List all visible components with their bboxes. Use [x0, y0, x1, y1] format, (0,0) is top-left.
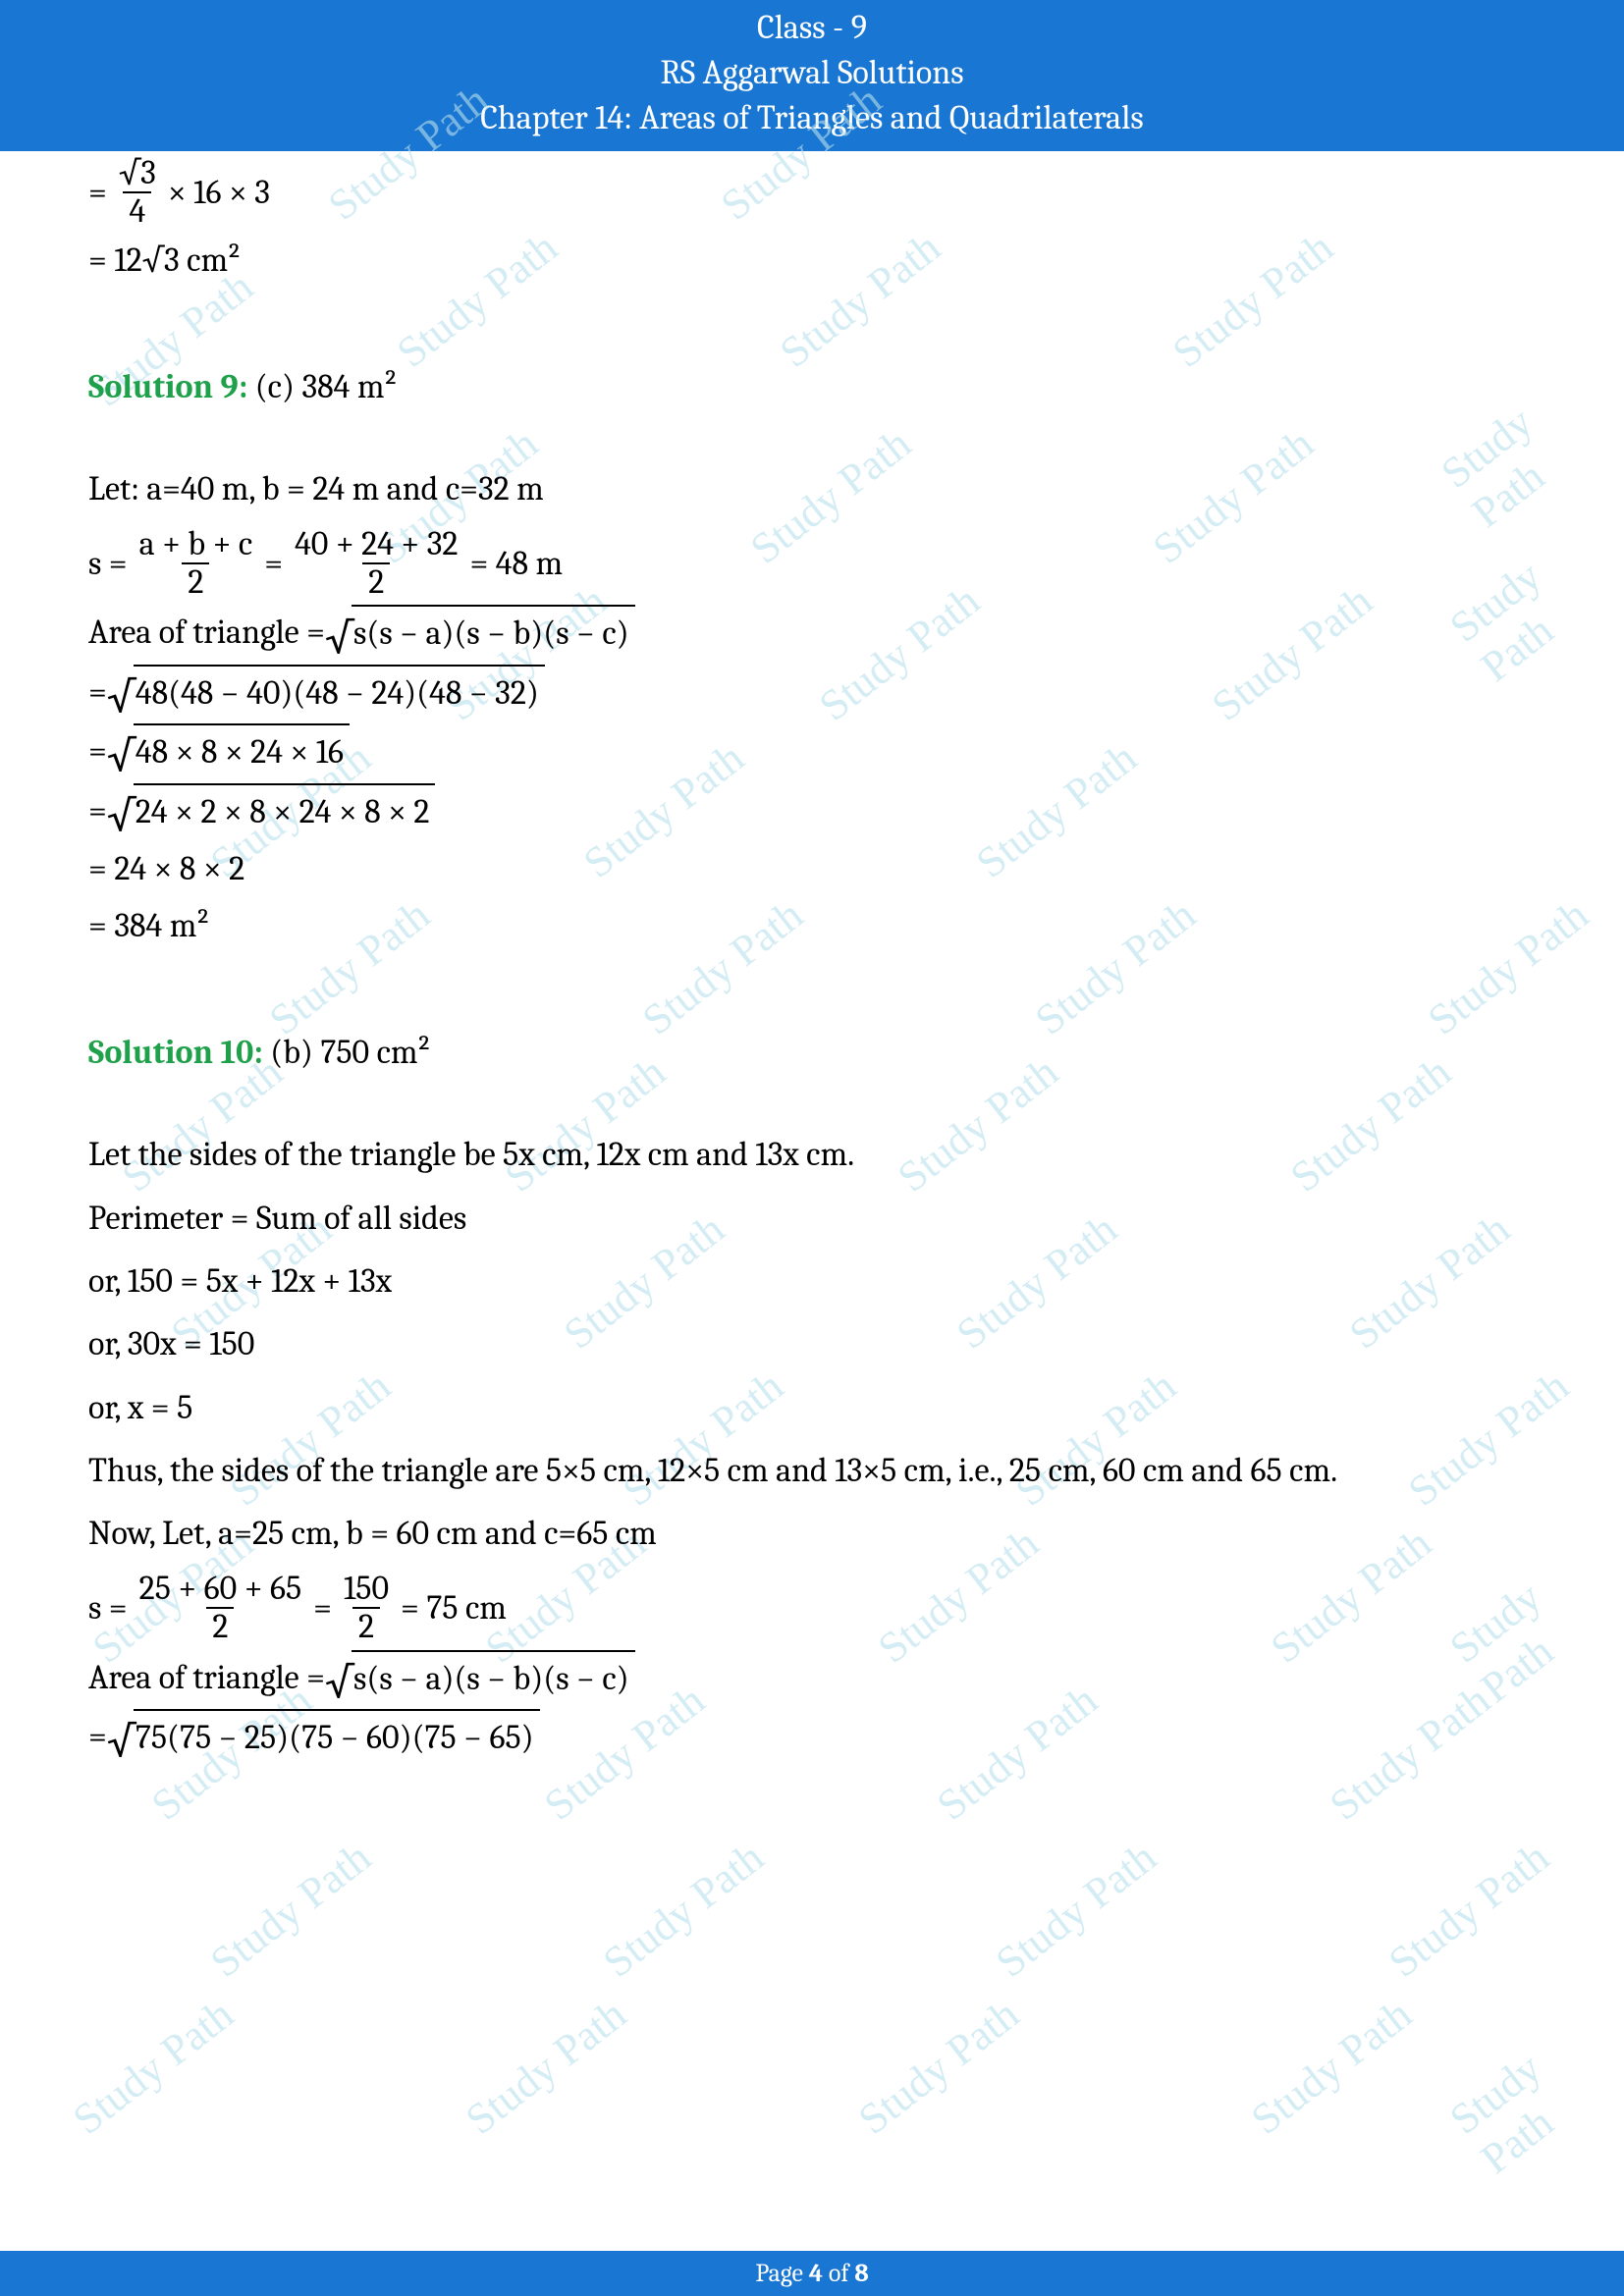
- sqrt-icon: √: [107, 795, 135, 838]
- header-book: RS Aggarwal Solutions: [0, 51, 1624, 96]
- cont-line-1: = √3 4 × 16 × 3: [88, 155, 1536, 231]
- cont-result: = 12√3 cm²: [88, 234, 242, 287]
- s10-s-calc: s = 25 + 60 + 65 2 = 150 2 = 75 cm: [88, 1571, 1536, 1646]
- footer-of: of: [823, 2259, 854, 2288]
- s10-s-prefix: s =: [88, 1581, 128, 1634]
- page-footer: Page 4 of 8: [0, 2251, 1624, 2296]
- s10-sqrt2-body: 75(75 − 25)(75 − 60)(75 − 65): [134, 1709, 540, 1764]
- header-chapter: Chapter 14: Areas of Triangles and Quadr…: [0, 96, 1624, 141]
- s10-s-result: = 75 cm: [401, 1581, 507, 1634]
- frac-num: √3: [113, 155, 162, 191]
- sqrt-icon: √: [325, 1662, 353, 1705]
- s9-sqrt3-body: 48 × 8 × 24 × 16: [134, 723, 350, 778]
- s10-sqrt1-body: s(s − a)(s − b)(s − c): [352, 1650, 635, 1705]
- s9-s4-prefix: =: [88, 784, 107, 837]
- frac-den: 4: [123, 191, 151, 230]
- watermark: Study Path: [987, 1832, 1166, 1987]
- s10-sqrt1: √ s(s − a)(s − b)(s − c): [325, 1650, 635, 1705]
- s9-s-result: = 48 m: [469, 537, 563, 590]
- s10-l3: or, 150 = 5x + 12x + 13x: [88, 1255, 1536, 1308]
- s9-f2-num: 40 + 24 + 32: [289, 526, 463, 562]
- watermark: Study Path: [64, 1989, 244, 2144]
- watermark: Study Path: [1242, 1989, 1422, 2144]
- s10-frac2: 150 2: [338, 1571, 395, 1646]
- footer-total: 8: [854, 2259, 868, 2288]
- s10-f2-num: 150: [338, 1571, 395, 1607]
- s9-s2-prefix: =: [88, 666, 107, 719]
- s10-f1-den: 2: [206, 1607, 234, 1645]
- s9-f2-den: 2: [362, 562, 390, 601]
- watermark: Study Path: [1380, 1832, 1559, 1987]
- s9-step3: = √ 48 × 8 × 24 × 16: [88, 723, 1536, 778]
- s10-frac1: 25 + 60 + 65 2: [134, 1571, 307, 1646]
- s9-f1-den: 2: [182, 562, 209, 601]
- watermark: Study Path: [594, 1832, 774, 1987]
- s10-s2-prefix: =: [88, 1710, 107, 1763]
- s9-eq1: =: [264, 537, 283, 590]
- footer-prefix: Page: [755, 2259, 808, 2288]
- watermark: Study Path: [849, 1989, 1029, 2144]
- s10-l4: or, 30x = 150: [88, 1317, 1536, 1370]
- s9-area-label: Area of triangle =: [88, 606, 325, 659]
- s9-sqrt4-body: 24 × 2 × 8 × 24 × 8 × 2: [134, 783, 436, 838]
- s9-s3-prefix: =: [88, 724, 107, 777]
- page-header: Class - 9 RS Aggarwal Solutions Chapter …: [0, 0, 1624, 151]
- footer-current: 4: [809, 2259, 823, 2288]
- s10-l2: Perimeter = Sum of all sides: [88, 1192, 1536, 1245]
- watermark: Study Path: [1440, 2000, 1624, 2184]
- s9-step5: = 24 × 8 × 2: [88, 842, 1536, 895]
- s9-sqrt1: √ s(s − a)(s − b)(s − c): [325, 605, 635, 660]
- s9-sqrt4: √ 24 × 2 × 8 × 24 × 8 × 2: [107, 783, 436, 838]
- solution-9-answer: (c) 384 m²: [247, 367, 398, 406]
- sqrt-icon: √: [107, 735, 135, 778]
- s9-frac2: 40 + 24 + 32 2: [289, 526, 463, 602]
- s9-step4: = √ 24 × 2 × 8 × 24 × 8 × 2: [88, 783, 1536, 838]
- sqrt-icon: √: [325, 617, 353, 661]
- s9-s-calc: s = a + b + c 2 = 40 + 24 + 32 2 = 48 m: [88, 526, 1536, 602]
- s10-area-formula: Area of triangle = √ s(s − a)(s − b)(s −…: [88, 1650, 1536, 1705]
- watermark: Study Path: [201, 1832, 381, 1987]
- cont-eq: =: [88, 166, 107, 219]
- solution-10-heading: Solution 10: (b) 750 cm²: [88, 1026, 1536, 1079]
- s10-step2: = √ 75(75 − 25)(75 − 60)(75 − 65): [88, 1709, 1536, 1764]
- s10-l1: Let the sides of the triangle be 5x cm, …: [88, 1128, 1536, 1181]
- cont-fraction: √3 4: [113, 155, 162, 231]
- sqrt-icon: √: [107, 1721, 135, 1764]
- page-content: = √3 4 × 16 × 3 = 12√3 cm² Solution 9: (…: [0, 155, 1624, 1765]
- solution-10-answer: (b) 750 cm²: [263, 1033, 432, 1072]
- cont-line-2: = 12√3 cm²: [88, 234, 1536, 287]
- s9-frac1: a + b + c 2: [134, 526, 259, 602]
- s9-sqrt2: √ 48(48 − 40)(48 − 24)(48 − 32): [107, 665, 545, 720]
- s10-l5: or, x = 5: [88, 1381, 1536, 1434]
- cont-suffix: × 16 × 3: [168, 166, 270, 219]
- s10-sqrt2: √ 75(75 − 25)(75 − 60)(75 − 65): [107, 1709, 540, 1764]
- solution-10-label: Solution 10:: [88, 1033, 263, 1072]
- s9-step6: = 384 m²: [88, 899, 1536, 952]
- s10-l6: Thus, the sides of the triangle are 5×5 …: [88, 1444, 1536, 1497]
- s10-eq1: =: [313, 1581, 332, 1634]
- solution-9-label: Solution 9:: [88, 367, 247, 406]
- solution-9-heading: Solution 9: (c) 384 m²: [88, 360, 1536, 413]
- s9-area-formula: Area of triangle = √ s(s − a)(s − b)(s −…: [88, 605, 1536, 660]
- s9-sqrt1-body: s(s − a)(s − b)(s − c): [352, 605, 635, 660]
- s10-f2-den: 2: [352, 1607, 380, 1645]
- s10-area-label: Area of triangle =: [88, 1651, 325, 1704]
- s10-l7: Now, Let, a=25 cm, b = 60 cm and c=65 cm: [88, 1507, 1536, 1560]
- sqrt-icon: √: [107, 676, 135, 720]
- s9-sqrt3: √ 48 × 8 × 24 × 16: [107, 723, 350, 778]
- header-class: Class - 9: [0, 6, 1624, 51]
- s10-f1-num: 25 + 60 + 65: [134, 1571, 307, 1607]
- s9-f1-num: a + b + c: [134, 526, 259, 562]
- s9-s-prefix: s =: [88, 537, 128, 590]
- s9-step2: = √ 48(48 − 40)(48 − 24)(48 − 32): [88, 665, 1536, 720]
- watermark: Study Path: [457, 1989, 636, 2144]
- s9-let: Let: a=40 m, b = 24 m and c=32 m: [88, 462, 1536, 515]
- s9-sqrt2-body: 48(48 − 40)(48 − 24)(48 − 32): [134, 665, 545, 720]
